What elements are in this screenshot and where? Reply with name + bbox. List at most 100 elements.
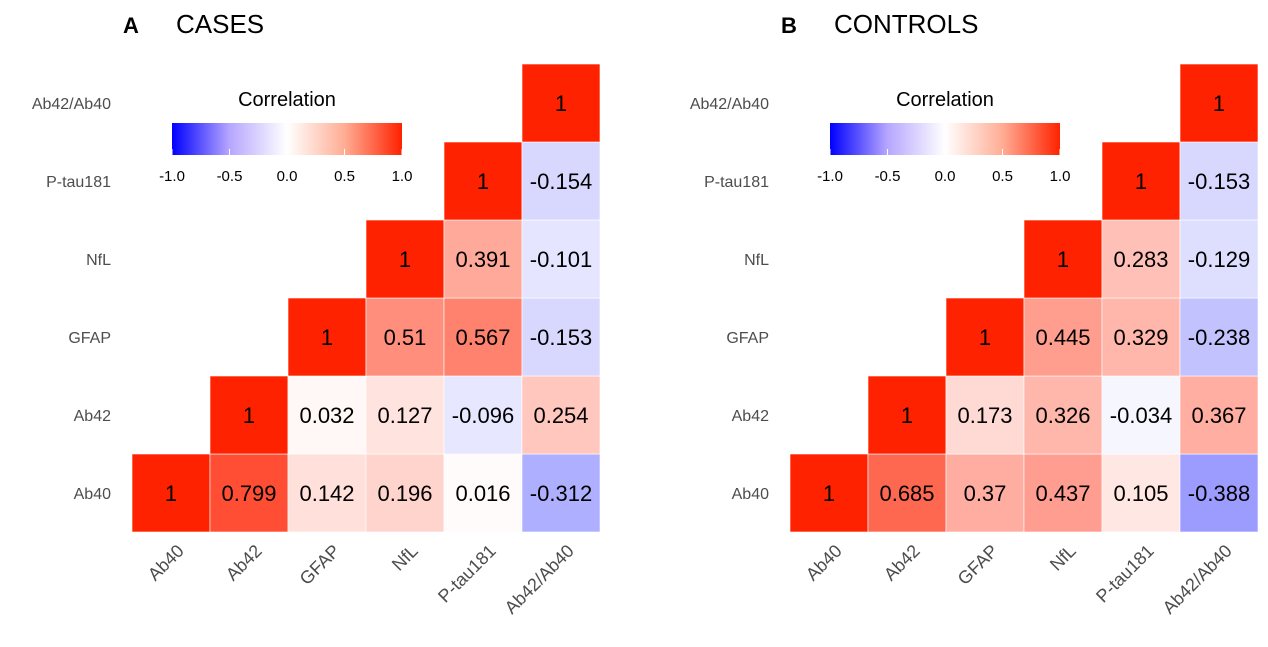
cell-value-label: 0.51 <box>384 325 427 350</box>
heatmap-cell <box>443 141 523 221</box>
x-tick-label: GFAP <box>296 541 344 589</box>
color-legend: Correlation -1.0 -0.5 0.0 0.5 1.0 <box>817 89 1070 185</box>
color-legend: Correlation -1.0 -0.5 0.0 0.5 1.0 <box>159 89 412 185</box>
heatmap-cell <box>443 453 523 533</box>
heatmap-cell <box>521 141 601 221</box>
cell-value-label: -0.101 <box>530 247 592 272</box>
cell-value-label: 0.127 <box>377 403 432 428</box>
cell-value-label: 1 <box>555 91 567 116</box>
y-tick-label: GFAP <box>68 330 111 347</box>
x-tick-label: Ab40 <box>144 541 188 585</box>
cell-value-label: 0.173 <box>957 403 1012 428</box>
panel-cases: A CASES 1 0.799 0.142 0.196 0.016 -0.312 1 0.03… <box>32 9 601 618</box>
cell-value-label: 0.367 <box>1191 403 1246 428</box>
heatmap-cell <box>209 375 289 455</box>
cell-value-label: 1 <box>243 403 255 428</box>
x-axis-labels: Ab40 Ab42 GFAP NfL P-tau181 Ab42/Ab40 <box>802 541 1236 618</box>
heatmap-cell <box>1101 219 1181 299</box>
x-tick-label: NfL <box>1046 541 1080 575</box>
cell-value-label: 1 <box>901 403 913 428</box>
cell-value-label: 1 <box>399 247 411 272</box>
x-tick-label: GFAP <box>954 541 1002 589</box>
cell-value-label: 1 <box>1057 247 1069 272</box>
x-tick-label: NfL <box>388 541 422 575</box>
heatmap-cell <box>1101 375 1181 455</box>
heatmap-cell <box>1179 219 1259 299</box>
y-tick-label: P-tau181 <box>704 174 769 191</box>
heatmap-cell <box>1179 63 1259 143</box>
cell-value-label: 0.283 <box>1113 247 1168 272</box>
cell-value-label: 0.032 <box>299 403 354 428</box>
panel-title: CASES <box>176 9 264 39</box>
y-tick-label: P-tau181 <box>46 174 111 191</box>
heatmap-cell <box>789 453 869 533</box>
cell-value-label: 1 <box>1213 91 1225 116</box>
legend-ticks: -1.0 -0.5 0.0 0.5 1.0 <box>817 149 1070 185</box>
cell-value-label: 0.326 <box>1035 403 1090 428</box>
heatmap-cell <box>287 297 367 377</box>
heatmap-cell <box>1179 297 1259 377</box>
x-tick-label: P-tau181 <box>1092 541 1158 607</box>
cell-value-label: 1 <box>979 325 991 350</box>
heatmap-cell <box>443 219 523 299</box>
legend-ticks: -1.0 -0.5 0.0 0.5 1.0 <box>159 149 412 185</box>
legend-title: Correlation <box>238 89 336 111</box>
cell-value-label: 0.37 <box>964 481 1007 506</box>
x-tick-label: Ab42 <box>880 541 924 585</box>
heatmap-cell <box>1179 453 1259 533</box>
cell-value-label: 0.142 <box>299 481 354 506</box>
y-tick-label: Ab42/Ab40 <box>690 96 769 113</box>
cell-value-label: 0.567 <box>455 325 510 350</box>
cell-value-label: 0.685 <box>879 481 934 506</box>
heatmap-cell <box>521 63 601 143</box>
cell-value-label: -0.153 <box>530 325 592 350</box>
heatmap-cell <box>945 297 1025 377</box>
cell-value-label: 1 <box>1135 169 1147 194</box>
y-tick-label: Ab40 <box>74 486 111 503</box>
x-tick-label: Ab42/Ab40 <box>1159 541 1236 618</box>
cell-value-label: 0.445 <box>1035 325 1090 350</box>
legend-tick-label: 1.0 <box>1050 168 1071 185</box>
heatmap-cell <box>1179 141 1259 221</box>
cell-value-label: -0.388 <box>1188 481 1250 506</box>
cell-value-label: -0.096 <box>452 403 514 428</box>
y-tick-label: NfL <box>744 252 769 269</box>
cell-value-label: 1 <box>165 481 177 506</box>
heatmap-cell <box>521 297 601 377</box>
heatmap-cell <box>209 453 289 533</box>
x-tick-label: P-tau181 <box>434 541 500 607</box>
heatmap-cell <box>287 453 367 533</box>
cell-value-label: -0.034 <box>1110 403 1172 428</box>
cell-value-label: 0.105 <box>1113 481 1168 506</box>
y-tick-label: Ab42 <box>74 408 111 425</box>
y-tick-label: Ab42/Ab40 <box>32 96 111 113</box>
x-axis-labels: Ab40 Ab42 GFAP NfL P-tau181 Ab42/Ab40 <box>144 541 578 618</box>
legend-tick-label: 1.0 <box>392 168 413 185</box>
heatmap-cell <box>867 453 947 533</box>
legend-tick-label: 0.5 <box>992 168 1013 185</box>
x-tick-label: Ab42 <box>222 541 266 585</box>
heatmap-cells: 1 0.685 0.37 0.437 0.105 -0.388 1 0.173 0.326 -0.… <box>789 63 1259 533</box>
heatmap-cell <box>1101 453 1181 533</box>
heatmap-cell <box>1023 219 1103 299</box>
legend-tick-label: 0.0 <box>277 168 298 185</box>
y-axis-labels: Ab40 Ab42 GFAP NfL P-tau181 Ab42/Ab40 <box>690 96 769 503</box>
cell-value-label: -0.238 <box>1188 325 1250 350</box>
cell-value-label: 1 <box>477 169 489 194</box>
y-tick-label: NfL <box>86 252 111 269</box>
heatmap-cell <box>131 453 211 533</box>
cell-value-label: -0.153 <box>1188 169 1250 194</box>
y-axis-labels: Ab40 Ab42 GFAP NfL P-tau181 Ab42/Ab40 <box>32 96 111 503</box>
heatmap-cell <box>1101 141 1181 221</box>
heatmap-cell <box>521 453 601 533</box>
y-tick-label: Ab42 <box>732 408 769 425</box>
y-tick-label: Ab40 <box>732 486 769 503</box>
heatmap-cell <box>443 375 523 455</box>
cell-value-label: -0.129 <box>1188 247 1250 272</box>
cell-value-label: 0.016 <box>455 481 510 506</box>
heatmap-cell <box>1023 375 1103 455</box>
heatmap-cell <box>365 375 445 455</box>
cell-value-label: 0.437 <box>1035 481 1090 506</box>
cell-value-label: 0.254 <box>533 403 588 428</box>
legend-tick-label: -0.5 <box>217 168 243 185</box>
